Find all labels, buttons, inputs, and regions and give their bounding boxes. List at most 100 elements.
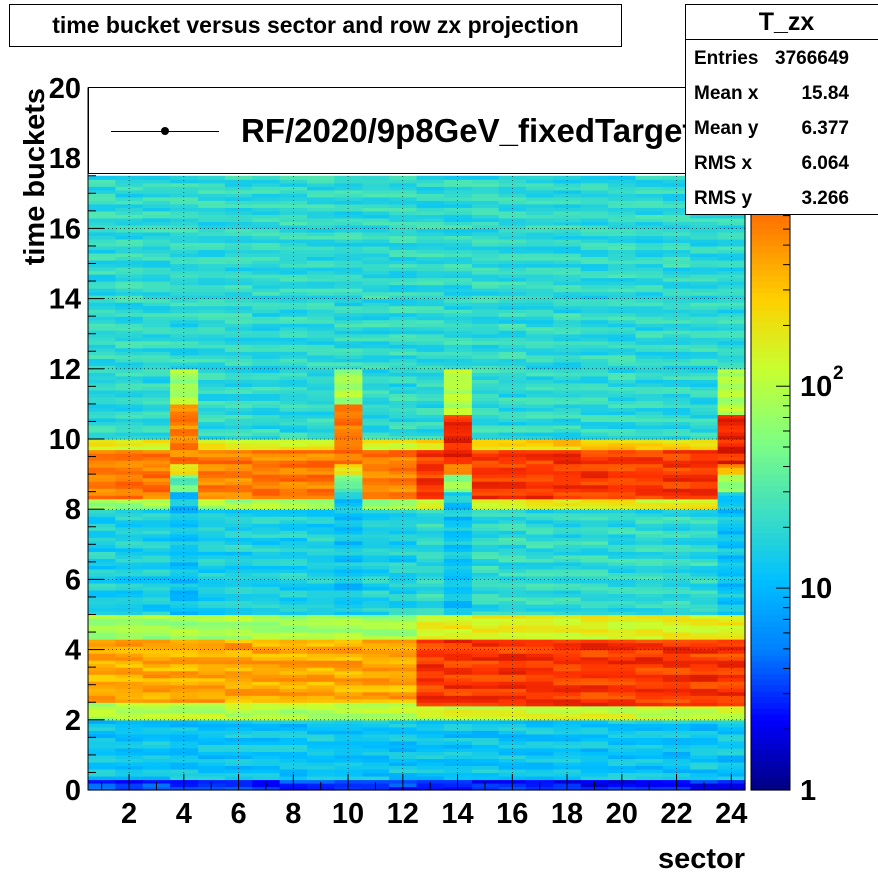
heatmap-cell bbox=[307, 284, 335, 289]
heatmap-cell bbox=[224, 196, 253, 201]
heatmap-cell bbox=[416, 488, 445, 493]
heatmap-cell bbox=[197, 565, 226, 570]
heatmap-cell bbox=[115, 639, 144, 644]
heatmap-cell bbox=[88, 681, 116, 686]
heatmap-cell bbox=[717, 417, 746, 423]
heatmap-cell bbox=[608, 351, 637, 356]
heatmap-cell bbox=[717, 274, 746, 279]
heatmap-cell bbox=[717, 702, 746, 707]
heatmap-cell bbox=[471, 186, 500, 191]
heatmap-cell bbox=[224, 305, 253, 310]
heatmap-cell bbox=[361, 463, 390, 468]
heatmap-cell bbox=[389, 705, 418, 710]
heatmap-cell bbox=[224, 572, 253, 577]
heatmap-cell bbox=[334, 358, 363, 363]
heatmap-cell bbox=[690, 386, 719, 391]
heatmap-cell bbox=[443, 439, 472, 444]
heatmap-cell bbox=[361, 249, 390, 254]
heatmap-cell bbox=[142, 421, 171, 426]
heatmap-cell bbox=[307, 386, 335, 391]
stats-key: Entries bbox=[694, 48, 759, 69]
heatmap-cell bbox=[498, 417, 527, 423]
heatmap-cell bbox=[416, 344, 445, 349]
heatmap-cell bbox=[170, 505, 199, 510]
heatmap-cell bbox=[197, 579, 226, 584]
heatmap-cell bbox=[170, 579, 199, 584]
heatmap-cell bbox=[608, 389, 637, 394]
heatmap-cell bbox=[416, 193, 445, 198]
heatmap-cell bbox=[307, 660, 335, 665]
heatmap-cell bbox=[662, 298, 691, 303]
heatmap-cell bbox=[252, 474, 281, 479]
heatmap-cell bbox=[224, 361, 253, 366]
heatmap-cell bbox=[498, 554, 527, 559]
heatmap-cell bbox=[307, 228, 335, 233]
heatmap-cell bbox=[608, 502, 637, 507]
heatmap-cell bbox=[608, 712, 637, 717]
heatmap-cell bbox=[498, 337, 527, 342]
heatmap-cell bbox=[361, 379, 390, 384]
heatmap-cell bbox=[389, 277, 418, 282]
heatmap-cell bbox=[416, 182, 445, 187]
heatmap-cell bbox=[635, 456, 664, 461]
heatmap-cell bbox=[635, 716, 664, 721]
heatmap-cell bbox=[690, 477, 719, 482]
heatmap-cell bbox=[471, 474, 500, 479]
heatmap-cell bbox=[526, 274, 554, 279]
heatmap-cell bbox=[608, 446, 637, 451]
heatmap-cell bbox=[471, 263, 500, 268]
heatmap-cell bbox=[471, 670, 500, 675]
heatmap-cell bbox=[142, 344, 171, 349]
heatmap-cell bbox=[608, 625, 637, 630]
heatmap-cell bbox=[635, 302, 664, 307]
palette-swatch bbox=[751, 667, 790, 674]
heatmap-cell bbox=[307, 544, 335, 549]
heatmap-cell bbox=[580, 610, 609, 616]
heatmap-cell bbox=[361, 238, 390, 244]
heatmap-cell bbox=[334, 523, 363, 528]
heatmap-cell bbox=[88, 389, 116, 394]
heatmap-cell bbox=[416, 214, 445, 219]
heatmap-cell bbox=[307, 737, 335, 742]
heatmap-cell bbox=[662, 400, 691, 405]
heatmap-cell bbox=[197, 403, 226, 409]
heatmap-cell bbox=[361, 733, 390, 738]
heatmap-cell bbox=[717, 565, 746, 570]
heatmap-cell bbox=[361, 221, 390, 226]
heatmap-cell bbox=[416, 316, 445, 321]
heatmap-cell bbox=[526, 572, 554, 577]
heatmap-cell bbox=[608, 305, 637, 310]
heatmap-cell bbox=[361, 516, 390, 521]
heatmap-cell bbox=[115, 582, 144, 588]
heatmap-cell bbox=[170, 709, 199, 714]
heatmap-cell bbox=[717, 719, 746, 724]
heatmap-cell bbox=[389, 228, 418, 233]
heatmap-cell bbox=[498, 491, 527, 496]
heatmap-cell bbox=[307, 245, 335, 251]
legend: RF/2020/9p8GeV_fixedTarget bbox=[88, 87, 702, 174]
heatmap-cell bbox=[608, 326, 637, 331]
heatmap-cell bbox=[279, 554, 308, 559]
heatmap-cell bbox=[170, 523, 199, 528]
heatmap-cell bbox=[498, 684, 527, 689]
heatmap-cell bbox=[389, 252, 418, 258]
heatmap-cell bbox=[197, 267, 226, 272]
heatmap-cell bbox=[443, 603, 472, 609]
heatmap-cell bbox=[690, 298, 719, 303]
heatmap-cell bbox=[662, 628, 691, 633]
heatmap-cell bbox=[224, 200, 253, 205]
heatmap-cell bbox=[580, 453, 609, 458]
heatmap-cell bbox=[334, 245, 363, 251]
heatmap-cell bbox=[279, 330, 308, 335]
heatmap-cell bbox=[443, 442, 472, 447]
heatmap-cell bbox=[252, 488, 281, 493]
heatmap-cell bbox=[580, 277, 609, 282]
heatmap-cell bbox=[197, 698, 226, 703]
heatmap-cell bbox=[416, 410, 445, 416]
heatmap-cell bbox=[252, 323, 281, 328]
heatmap-cell bbox=[416, 649, 445, 654]
heatmap-cell bbox=[526, 288, 554, 293]
heatmap-cell bbox=[471, 382, 500, 387]
heatmap-cell bbox=[553, 467, 582, 472]
heatmap-cell bbox=[88, 772, 116, 777]
